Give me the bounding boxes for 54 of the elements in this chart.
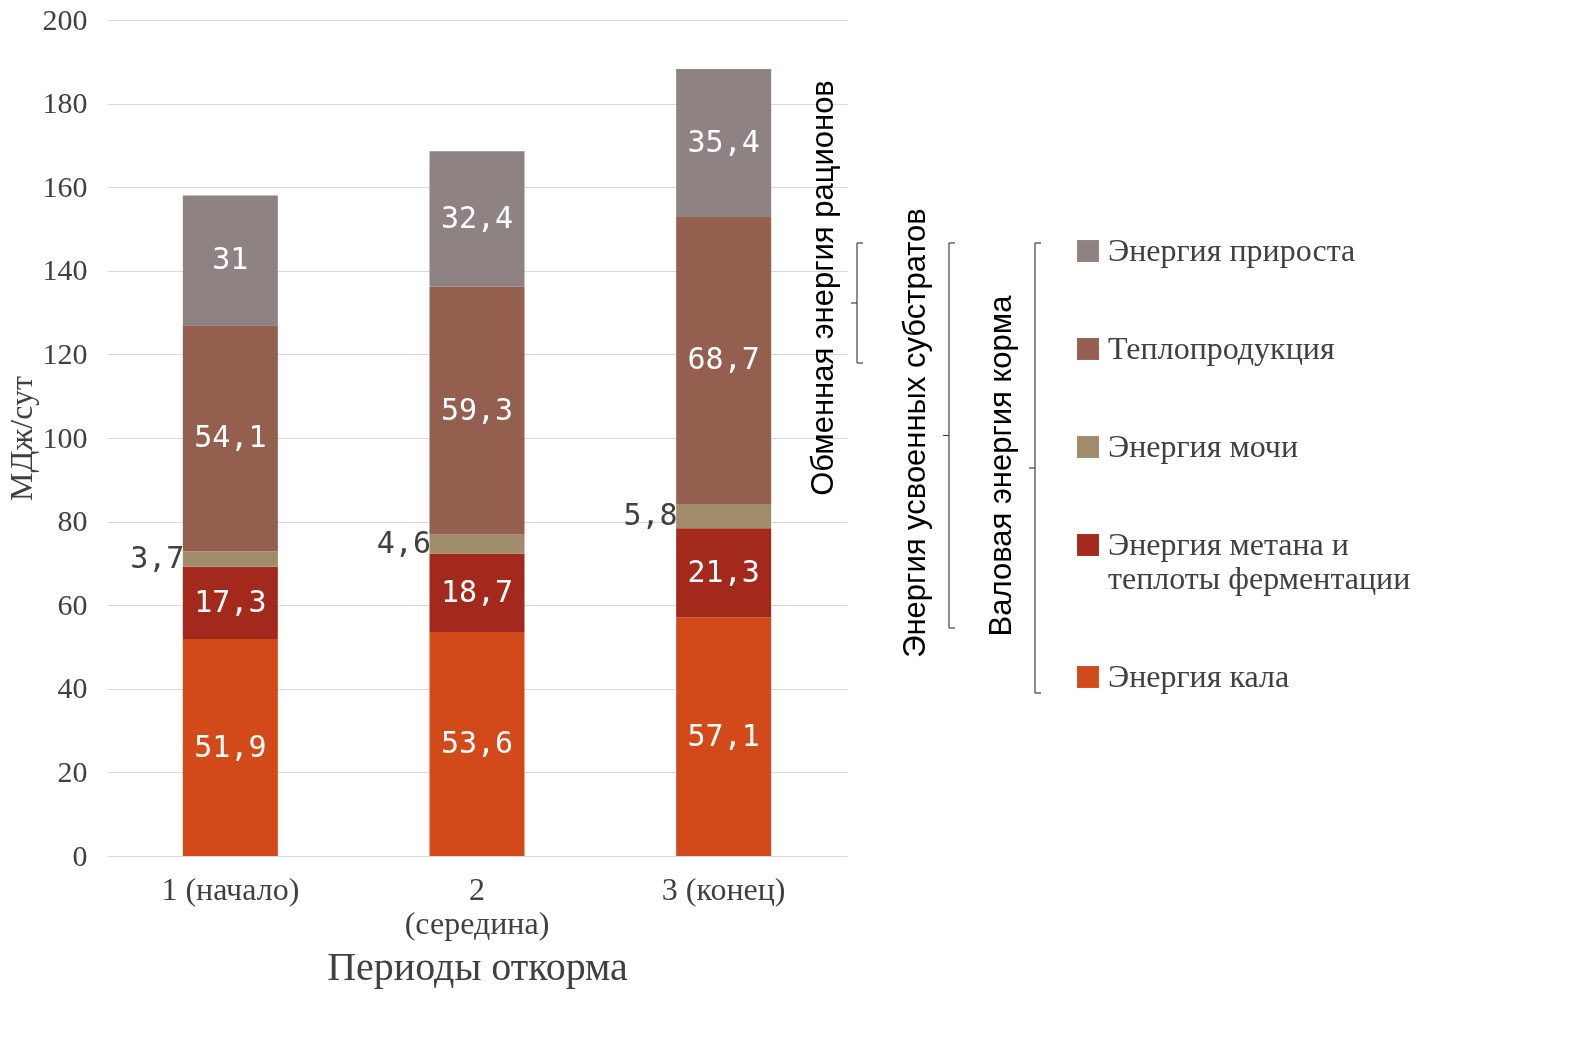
bar xyxy=(676,617,772,856)
data-label: 68,7 xyxy=(687,341,760,377)
bar xyxy=(182,195,278,326)
data-label: 53,6 xyxy=(440,724,514,760)
data-label: 57,1 xyxy=(687,717,760,753)
x-axis-title: Периоды откорма xyxy=(327,943,629,989)
data-label: 59,3 xyxy=(440,391,514,427)
data-label: 18,7 xyxy=(440,573,514,609)
legend-label: Теплопродукция xyxy=(1108,330,1335,366)
bar xyxy=(429,286,525,535)
y-tick-label: 120 xyxy=(42,336,88,370)
y-tick-label: 20 xyxy=(57,754,88,788)
text: Энергия усвоенных субстратов xyxy=(897,208,932,658)
y-tick-label: 200 xyxy=(42,2,88,36)
y-tick-label: 0 xyxy=(72,838,88,872)
y-tick-label: 160 xyxy=(42,169,88,203)
bar xyxy=(429,151,525,287)
legend-label: Энергия метана и теплоты ферментации xyxy=(1108,526,1411,596)
bar xyxy=(676,504,772,529)
y-tick-label: 100 xyxy=(42,420,88,454)
bar xyxy=(182,639,278,856)
y-tick-label: 140 xyxy=(42,253,88,287)
data-label: 17,3 xyxy=(194,583,267,619)
legend-label: Энергия мочи xyxy=(1108,428,1299,464)
data-label: 3,7 xyxy=(130,540,185,576)
x-tick-label: 1 (начало) xyxy=(161,870,300,907)
x-tick-label: 3 (конец) xyxy=(661,870,786,907)
data-label: 32,4 xyxy=(440,199,514,235)
bar xyxy=(182,551,278,567)
y-tick-label: 80 xyxy=(57,504,88,538)
x-tick-label: 2 (середина) xyxy=(404,870,550,941)
text: Валовая энергия корма xyxy=(983,294,1018,637)
y-tick-label: 40 xyxy=(57,671,88,705)
bar xyxy=(429,553,525,632)
data-label: 4,6 xyxy=(376,525,431,561)
data-label: 35,4 xyxy=(687,123,760,159)
bar xyxy=(429,534,525,554)
data-label: 54,1 xyxy=(194,419,267,455)
bar xyxy=(676,528,772,618)
bar xyxy=(676,68,772,217)
bar xyxy=(182,325,278,552)
annotation: Обменная энергия рационов xyxy=(805,80,840,496)
bar xyxy=(429,631,525,856)
data-label: 21,3 xyxy=(687,553,760,589)
data-label: 5,8 xyxy=(623,497,678,533)
y-tick-label: 60 xyxy=(57,587,88,621)
y-tick-label: 180 xyxy=(42,86,88,120)
bar xyxy=(182,566,278,640)
bar xyxy=(676,216,772,505)
y-axis-title: МДж/сут xyxy=(2,375,39,502)
legend-label: Энергия кала xyxy=(1108,658,1290,694)
data-label: 31 xyxy=(212,241,249,277)
data-label: 51,9 xyxy=(194,728,267,764)
legend-label: Энергия прироста xyxy=(1108,232,1356,268)
